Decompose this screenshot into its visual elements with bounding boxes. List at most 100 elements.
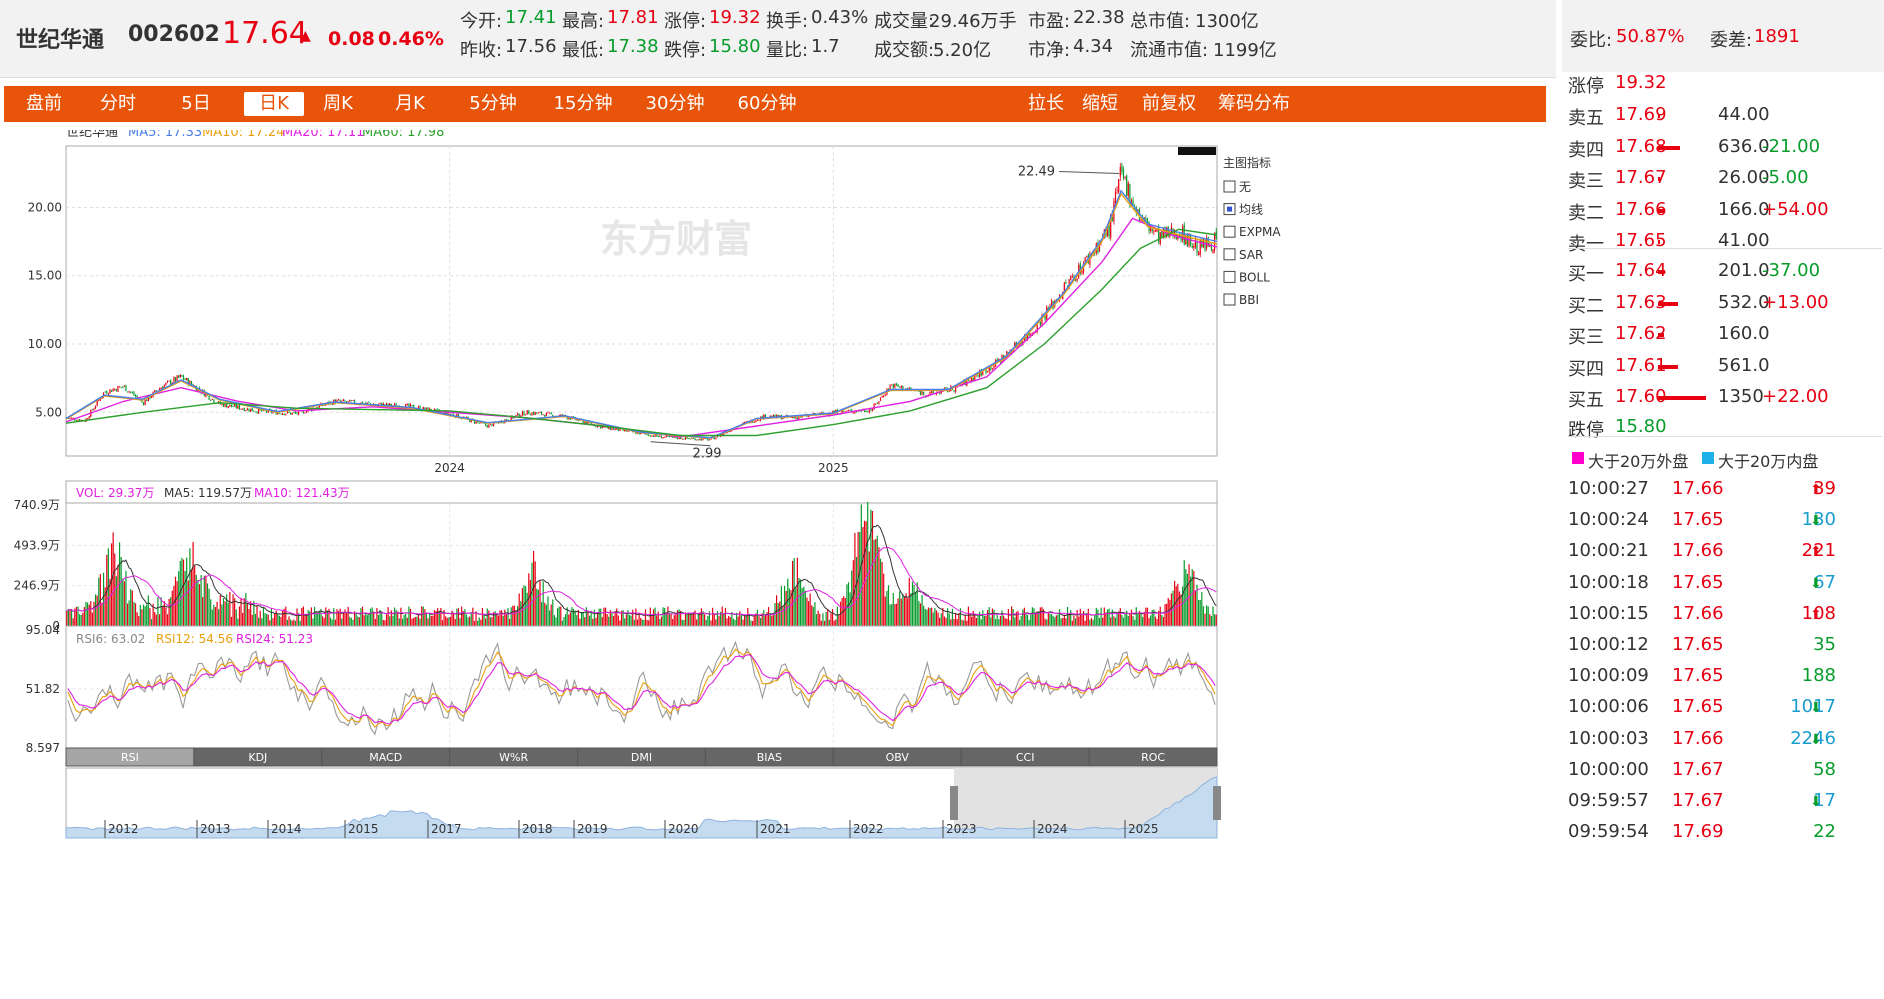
volume-bar [509,618,511,626]
limit-down-row[interactable]: 跌停 15.80 [1562,408,1884,446]
ask-level-row[interactable]: 卖一 17.65 41.00 [1562,222,1884,260]
overview-left-handle[interactable] [950,786,958,820]
tab-2[interactable]: 分时 [100,93,136,114]
indicator-checkbox[interactable] [1223,248,1236,261]
volume-legend-0: VOL: 29.37万 [76,486,154,500]
volume-bar [616,608,618,626]
kline-chart-area[interactable]: 世纪华通 MA5: 17.33 MA10: 17.24 MA20: 17.11 MA60… [0,125,1556,999]
volume-bar [190,569,193,626]
limit-up-row[interactable]: 涨停 19.32 [1562,64,1884,102]
tab-10[interactable]: 60分钟 [737,93,797,114]
candle-body [173,377,175,383]
volume-bar [942,607,944,626]
bid-level-row[interactable]: 买二 17.63 532.0 +13.00 [1562,284,1884,322]
outer-disk-label: 大于20万外盘 [1588,452,1689,471]
bid-level-row[interactable]: 买三 17.62 160.0 [1562,315,1884,353]
bid-level-row[interactable]: 买五 17.60 1350 +22.00 [1562,378,1884,416]
toolbar-action-1[interactable]: 拉长 [1028,93,1064,114]
tick-row[interactable]: 10:00:06 17.65 1017 ⬇ [1562,688,1884,726]
volume-bar [385,614,388,626]
candle-body [1151,229,1153,231]
tab-7[interactable]: 5分钟 [469,93,517,114]
tick-row[interactable]: 09:59:57 17.67 17 ⬇ [1562,782,1884,820]
indicator-option-label[interactable]: BOLL [1239,270,1270,284]
volume-bar [184,570,186,626]
indicator-tab-label[interactable]: ROC [1141,751,1165,764]
indicator-tab-label[interactable]: MACD [369,751,402,764]
candle-body [700,438,703,441]
level-price: 17.66 [1615,198,1667,220]
tick-row[interactable]: 10:00:21 17.66 221 ⬆ [1562,532,1884,570]
indicator-checkbox[interactable] [1223,270,1236,283]
tick-row[interactable]: 10:00:27 17.66 39 ⬆ [1562,470,1884,508]
tab-4[interactable]: 日K [244,92,304,116]
overview-year-label: 2022 [853,822,884,836]
indicator-option-label[interactable]: 无 [1239,180,1251,194]
tick-row[interactable]: 10:00:09 17.65 188 [1562,657,1884,695]
ask-level-row[interactable]: 卖五 17.69 44.00 [1562,96,1884,134]
tab-6[interactable]: 月K [395,93,425,114]
indicator-tab-label[interactable]: BIAS [757,751,782,764]
volume-bar [504,609,506,626]
volume-bar [158,614,161,626]
quote-value: 17.56 [505,36,557,57]
ask-level-row[interactable]: 卖三 17.67 26.00 -5.00 [1562,159,1884,197]
candle-body [854,410,856,413]
volume-bar [1214,614,1216,626]
indicator-tab-label[interactable]: OBV [886,751,910,764]
indicator-checkbox[interactable] [1223,225,1236,238]
volume-bar [1022,609,1024,626]
overview-right-handle[interactable] [1213,786,1221,820]
volume-bar [77,606,79,626]
tick-row[interactable]: 10:00:15 17.66 108 ⬆ [1562,595,1884,633]
indicator-option-label[interactable]: 均线 [1239,203,1263,217]
toolbar-action-4[interactable]: 筹码分布 [1218,93,1290,114]
toolbar-action-2[interactable]: 缩短 [1082,93,1118,114]
ask-level-row[interactable]: 卖二 17.66 166.0 +54.00 [1562,191,1884,229]
toolbar-action-3[interactable]: 前复权 ▲ [1142,93,1196,150]
indicator-tab-label[interactable]: W%R [499,751,528,764]
tab-1[interactable]: 盘前 [26,93,62,114]
indicator-option-label[interactable]: EXPMA [1239,225,1281,239]
candle-body [1198,252,1200,256]
tick-row[interactable]: 10:00:03 17.66 2246 ⬇ [1562,720,1884,758]
candle-body [126,391,129,393]
quote-label: 今开: [460,11,503,32]
ask-level-row[interactable]: 卖四 17.68 636.0 -21.00 [1562,128,1884,166]
tab-8[interactable]: 15分钟 [553,93,613,114]
volume-bar [644,609,647,626]
bid-level-row[interactable]: 买一 17.64 201.0 -37.00 [1562,252,1884,290]
indicator-checkbox[interactable] [1223,293,1236,306]
volume-bar [502,615,504,626]
volume-bar [213,604,215,626]
weicha-value: 1891 [1754,26,1800,47]
quote-label: 市净: [1028,40,1071,61]
tab-3[interactable]: 5日 ▲ [181,93,211,150]
indicator-tab-label[interactable]: KDJ [248,751,267,764]
tab-5[interactable]: 周K [323,93,353,114]
tab-9[interactable]: 30分钟 [645,93,705,114]
tick-row[interactable]: 10:00:24 17.65 130 ⬇ [1562,501,1884,539]
indicator-tab-8[interactable] [1088,747,1218,767]
indicator-tab-label[interactable]: CCI [1016,751,1035,764]
candle-body [982,370,984,375]
volume-bar [951,608,954,626]
tick-row[interactable]: 09:59:54 17.69 22 [1562,813,1884,851]
indicator-option-label[interactable]: BBI [1239,293,1259,307]
volume-bar [259,610,261,626]
indicator-option-label[interactable]: SAR [1239,248,1263,262]
bid-level-row[interactable]: 买四 17.61 561.0 [1562,347,1884,385]
volume-bar [512,605,514,626]
level-volume-bar [1658,364,1678,369]
candle-body [117,386,119,392]
candle-body [417,406,420,409]
tick-price: 17.65 [1672,509,1724,531]
indicator-checkbox[interactable] [1223,180,1236,193]
tick-row[interactable]: 10:00:00 17.67 58 [1562,751,1884,789]
volume-bar [828,619,830,626]
tick-row[interactable]: 10:00:18 17.65 67 ⬇ [1562,564,1884,602]
tick-row[interactable]: 10:00:12 17.65 35 [1562,626,1884,664]
indicator-tab-label[interactable]: RSI [121,751,139,764]
indicator-tab-label[interactable]: DMI [631,751,652,764]
